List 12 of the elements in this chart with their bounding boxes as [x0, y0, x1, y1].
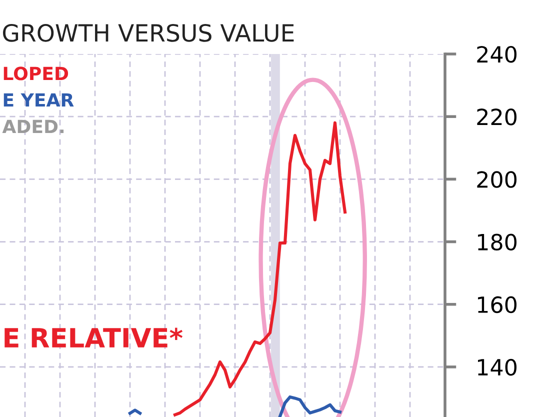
- y-tick-label: 200: [477, 171, 516, 188]
- text: LOPED: [4, 66, 68, 80]
- y-tick-label: 140: [478, 358, 516, 376]
- line-series: [278, 395, 342, 417]
- annotation: ADED.: [2, 120, 64, 134]
- y-tick-label: 220: [477, 108, 516, 126]
- y-tick-label: 240: [477, 46, 516, 63]
- y-tick-label: 180: [478, 234, 516, 251]
- y-tick-label: 160: [478, 296, 516, 314]
- annotation: E RELATIVE*: [4, 328, 183, 348]
- text: E YEAR: [4, 93, 74, 107]
- chart-title: GROWTH VERSUS VALUE: [3, 24, 294, 42]
